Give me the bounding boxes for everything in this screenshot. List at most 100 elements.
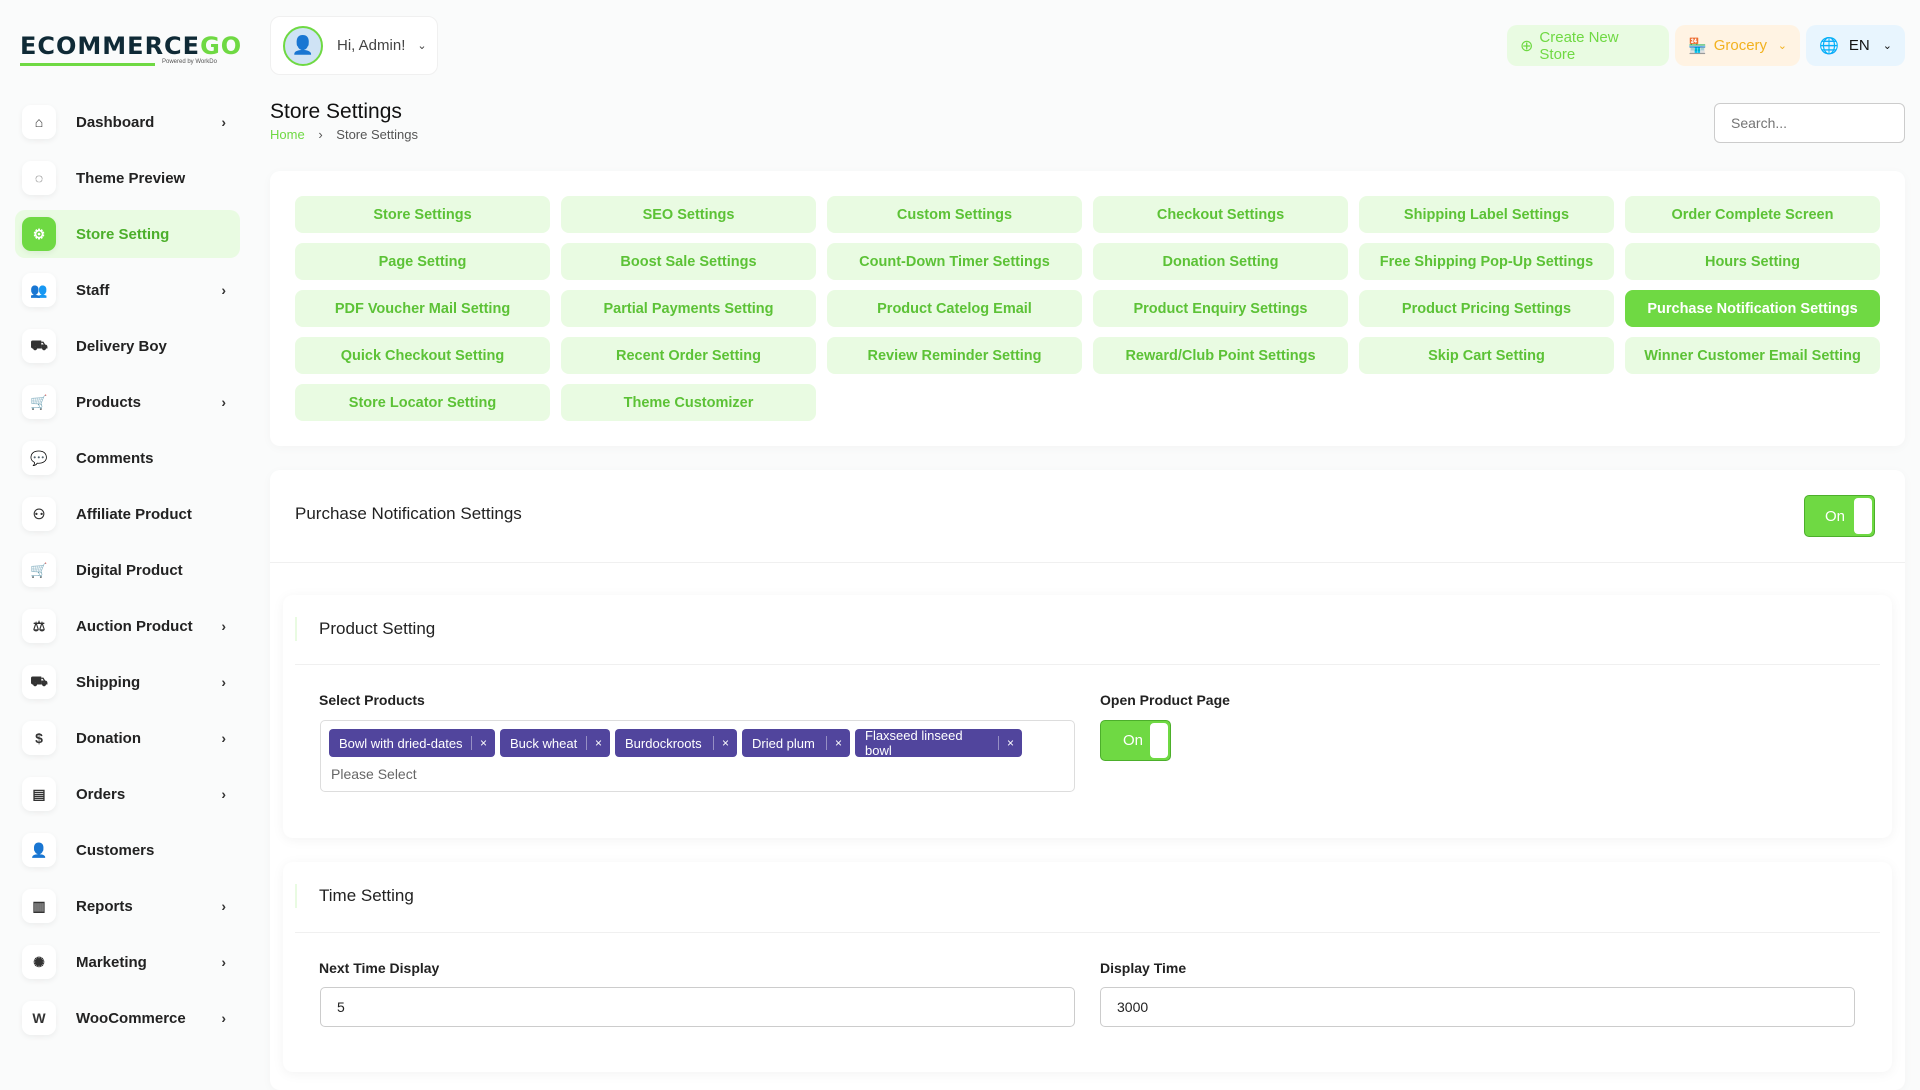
sidebar-item-delivery-boy[interactable]: ⛟ Delivery Boy [15, 322, 240, 370]
display-time-label: Display Time [1100, 960, 1187, 976]
tab-review-reminder-setting[interactable]: Review Reminder Setting [827, 337, 1082, 374]
tab-reward-club-point-settings[interactable]: Reward/Club Point Settings [1093, 337, 1348, 374]
selected-product-tag: Dried plum × [742, 729, 850, 757]
sidebar-item-marketing[interactable]: ✺ Marketing › [15, 938, 240, 986]
tab-pdf-voucher-mail-setting[interactable]: PDF Voucher Mail Setting [295, 290, 550, 327]
create-store-button[interactable]: ⊕ Create New Store [1507, 25, 1669, 66]
language-select[interactable]: 🌐 EN ⌄ [1806, 25, 1905, 66]
tab-custom-settings[interactable]: Custom Settings [827, 196, 1082, 233]
sidebar-item-woocommerce[interactable]: W WooCommerce › [15, 994, 240, 1042]
sidebar-item-orders[interactable]: ▤ Orders › [15, 770, 240, 818]
sidebar-item-affiliate-product[interactable]: ⚇ Affiliate Product [15, 490, 240, 538]
next-time-display-input[interactable]: 5 [320, 987, 1075, 1027]
sidebar-item-staff[interactable]: 👥 Staff › [15, 266, 240, 314]
tab-store-settings[interactable]: Store Settings [295, 196, 550, 233]
next-time-display-label: Next Time Display [319, 960, 440, 976]
remove-tag-icon[interactable]: × [825, 736, 850, 750]
sidebar-item-shipping[interactable]: ⛟ Shipping › [15, 658, 240, 706]
enable-toggle[interactable]: On [1804, 495, 1875, 537]
sidebar-item-label: Reports [76, 897, 133, 915]
tab-winner-customer-email-setting[interactable]: Winner Customer Email Setting [1625, 337, 1880, 374]
tab-partial-payments-setting[interactable]: Partial Payments Setting [561, 290, 816, 327]
section-title: Purchase Notification Settings [295, 504, 522, 523]
tab-order-complete-screen[interactable]: Order Complete Screen [1625, 196, 1880, 233]
tab-checkout-settings[interactable]: Checkout Settings [1093, 196, 1348, 233]
tab-seo-settings[interactable]: SEO Settings [561, 196, 816, 233]
gear-icon: ⚙ [22, 217, 56, 251]
tab-hours-setting[interactable]: Hours Setting [1625, 243, 1880, 280]
remove-tag-icon[interactable]: × [712, 736, 737, 750]
selected-product-tag: Burdockroots × [615, 729, 737, 757]
chevron-right-icon: › [221, 114, 226, 130]
sidebar-item-label: Theme Preview [76, 169, 186, 187]
chevron-down-icon: ⌄ [1882, 40, 1892, 52]
sidebar-item-reports[interactable]: ▥ Reports › [15, 882, 240, 930]
store-select[interactable]: 🏪 Grocery ⌄ [1675, 25, 1800, 66]
page-title: Store Settings [270, 100, 402, 123]
chart-icon: ▥ [22, 889, 56, 923]
sidebar-item-label: Marketing [76, 953, 147, 971]
sidebar-item-label: Affiliate Product [76, 505, 192, 523]
sidebar-item-customers[interactable]: 👤 Customers [15, 826, 240, 874]
sidebar-item-store-setting[interactable]: ⚙ Store Setting [15, 210, 240, 258]
tab-recent-order-setting[interactable]: Recent Order Setting [561, 337, 816, 374]
box-icon: ▤ [22, 777, 56, 811]
sidebar-item-label: Customers [76, 841, 155, 859]
marketing-icon: ✺ [22, 945, 56, 979]
tab-boost-sale-settings[interactable]: Boost Sale Settings [561, 243, 816, 280]
chevron-right-icon: › [221, 618, 226, 634]
tab-product-pricing-settings[interactable]: Product Pricing Settings [1359, 290, 1614, 327]
chevron-right-icon: › [221, 898, 226, 914]
powered-by: Powered by WorkDo [162, 59, 217, 65]
tab-donation-setting[interactable]: Donation Setting [1093, 243, 1348, 280]
sidebar-item-label: Digital Product [76, 561, 183, 579]
chevron-right-icon: › [221, 674, 226, 690]
product-setting-title: Product Setting [295, 617, 435, 641]
display-time-input[interactable]: 3000 [1100, 987, 1855, 1027]
sidebar-item-theme-preview[interactable]: ◌ Theme Preview [15, 154, 240, 202]
open-product-page-label: Open Product Page [1100, 692, 1230, 708]
breadcrumb-home[interactable]: Home [270, 127, 305, 142]
tab-skip-cart-setting[interactable]: Skip Cart Setting [1359, 337, 1614, 374]
products-multiselect[interactable]: Bowl with dried-dates × Buck wheat × Burdock… [320, 720, 1075, 792]
sidebar-item-label: Shipping [76, 673, 141, 691]
chevron-down-icon: ⌄ [1777, 40, 1787, 52]
time-setting-card [283, 862, 1892, 1072]
remove-tag-icon[interactable]: × [470, 736, 495, 750]
multiselect-placeholder[interactable]: Please Select [331, 766, 417, 782]
breadcrumb-current: Store Settings [336, 127, 418, 142]
tab-page-setting[interactable]: Page Setting [295, 243, 550, 280]
tab-free-shipping-pop-up-settings[interactable]: Free Shipping Pop-Up Settings [1359, 243, 1614, 280]
sidebar-item-donation[interactable]: $ Donation › [15, 714, 240, 762]
chevron-right-icon: › [221, 1010, 226, 1026]
sidebar-item-label: WooCommerce [76, 1009, 186, 1027]
tab-product-catelog-email[interactable]: Product Catelog Email [827, 290, 1082, 327]
remove-tag-icon[interactable]: × [585, 736, 610, 750]
sidebar-item-products[interactable]: 🛒 Products › [15, 378, 240, 426]
avatar: 👤 [283, 25, 323, 66]
user-menu[interactable]: 👤 Hi, Admin! ⌄ [270, 16, 438, 75]
product-setting-card [283, 595, 1892, 838]
woo-icon: W [22, 1001, 56, 1035]
affiliate-icon: ⚇ [22, 497, 56, 531]
tab-purchase-notification-settings[interactable]: Purchase Notification Settings [1625, 290, 1880, 327]
sidebar-item-auction-product[interactable]: ⚖ Auction Product › [15, 602, 240, 650]
selected-product-tag: Bowl with dried-dates × [329, 729, 495, 757]
open-product-page-toggle[interactable]: On [1100, 720, 1171, 761]
logo[interactable]: ECOMMERCEGO Powered by WorkDo [20, 32, 241, 72]
tab-shipping-label-settings[interactable]: Shipping Label Settings [1359, 196, 1614, 233]
sidebar-item-label: Dashboard [76, 113, 155, 131]
tab-theme-customizer[interactable]: Theme Customizer [561, 384, 816, 421]
remove-tag-icon[interactable]: × [997, 736, 1022, 750]
auction-icon: ⚖ [22, 609, 56, 643]
sidebar-item-label: Orders [76, 785, 126, 803]
tab-product-enquiry-settings[interactable]: Product Enquiry Settings [1093, 290, 1348, 327]
sidebar-item-comments[interactable]: 💬 Comments [15, 434, 240, 482]
tab-quick-checkout-setting[interactable]: Quick Checkout Setting [295, 337, 550, 374]
comment-icon: 💬 [22, 441, 56, 475]
search-input[interactable] [1714, 103, 1905, 143]
sidebar-item-digital-product[interactable]: 🛒 Digital Product [15, 546, 240, 594]
sidebar-item-dashboard[interactable]: ⌂ Dashboard › [15, 98, 240, 146]
tab-count-down-timer-settings[interactable]: Count-Down Timer Settings [827, 243, 1082, 280]
tab-store-locator-setting[interactable]: Store Locator Setting [295, 384, 550, 421]
